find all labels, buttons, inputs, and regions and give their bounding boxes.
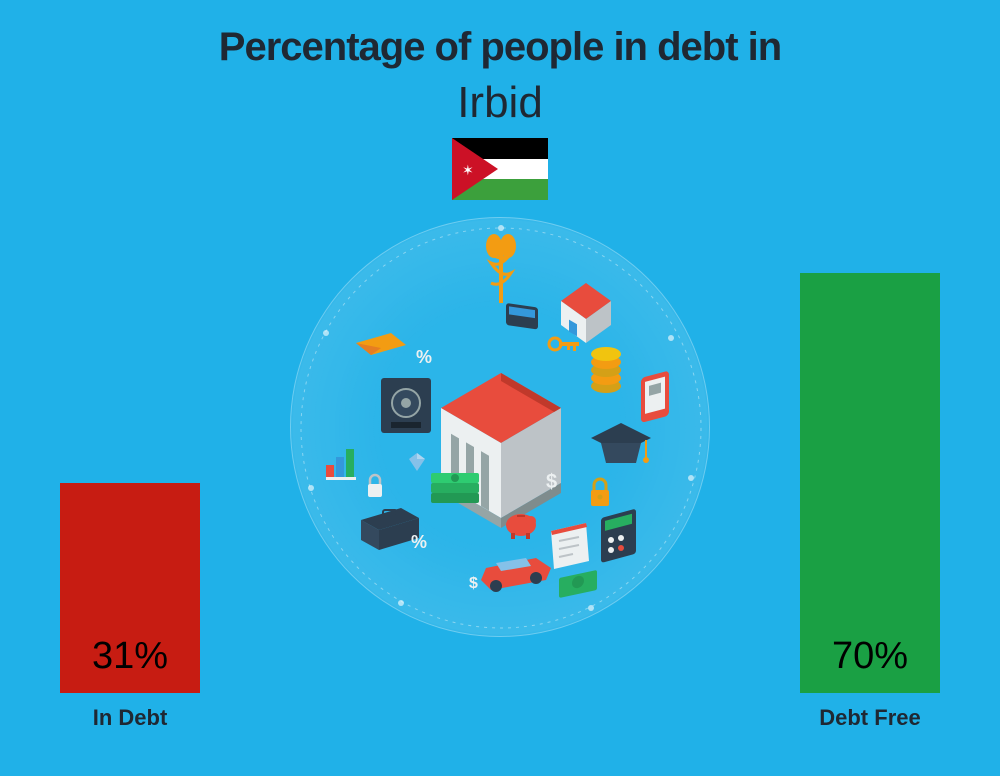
bar-group-in-debt: 31% In Debt: [60, 483, 200, 731]
flag-triangle: [452, 138, 498, 200]
bar-value-debt-free: 70%: [832, 635, 908, 678]
bar-label-in-debt: In Debt: [93, 705, 168, 731]
bar-chart: 31% In Debt 70% Debt Free: [0, 273, 1000, 731]
subtitle: Irbid: [0, 78, 1000, 128]
main-title: Percentage of people in debt in: [0, 0, 1000, 70]
jordan-flag: ✶: [452, 138, 548, 200]
bar-debt-free: 70%: [800, 273, 940, 693]
flag-star-icon: ✶: [462, 162, 474, 179]
bar-group-debt-free: 70% Debt Free: [800, 273, 940, 731]
bar-label-debt-free: Debt Free: [819, 705, 920, 731]
flag-container: ✶: [0, 138, 1000, 200]
bar-in-debt: 31%: [60, 483, 200, 693]
bar-value-in-debt: 31%: [92, 635, 168, 678]
